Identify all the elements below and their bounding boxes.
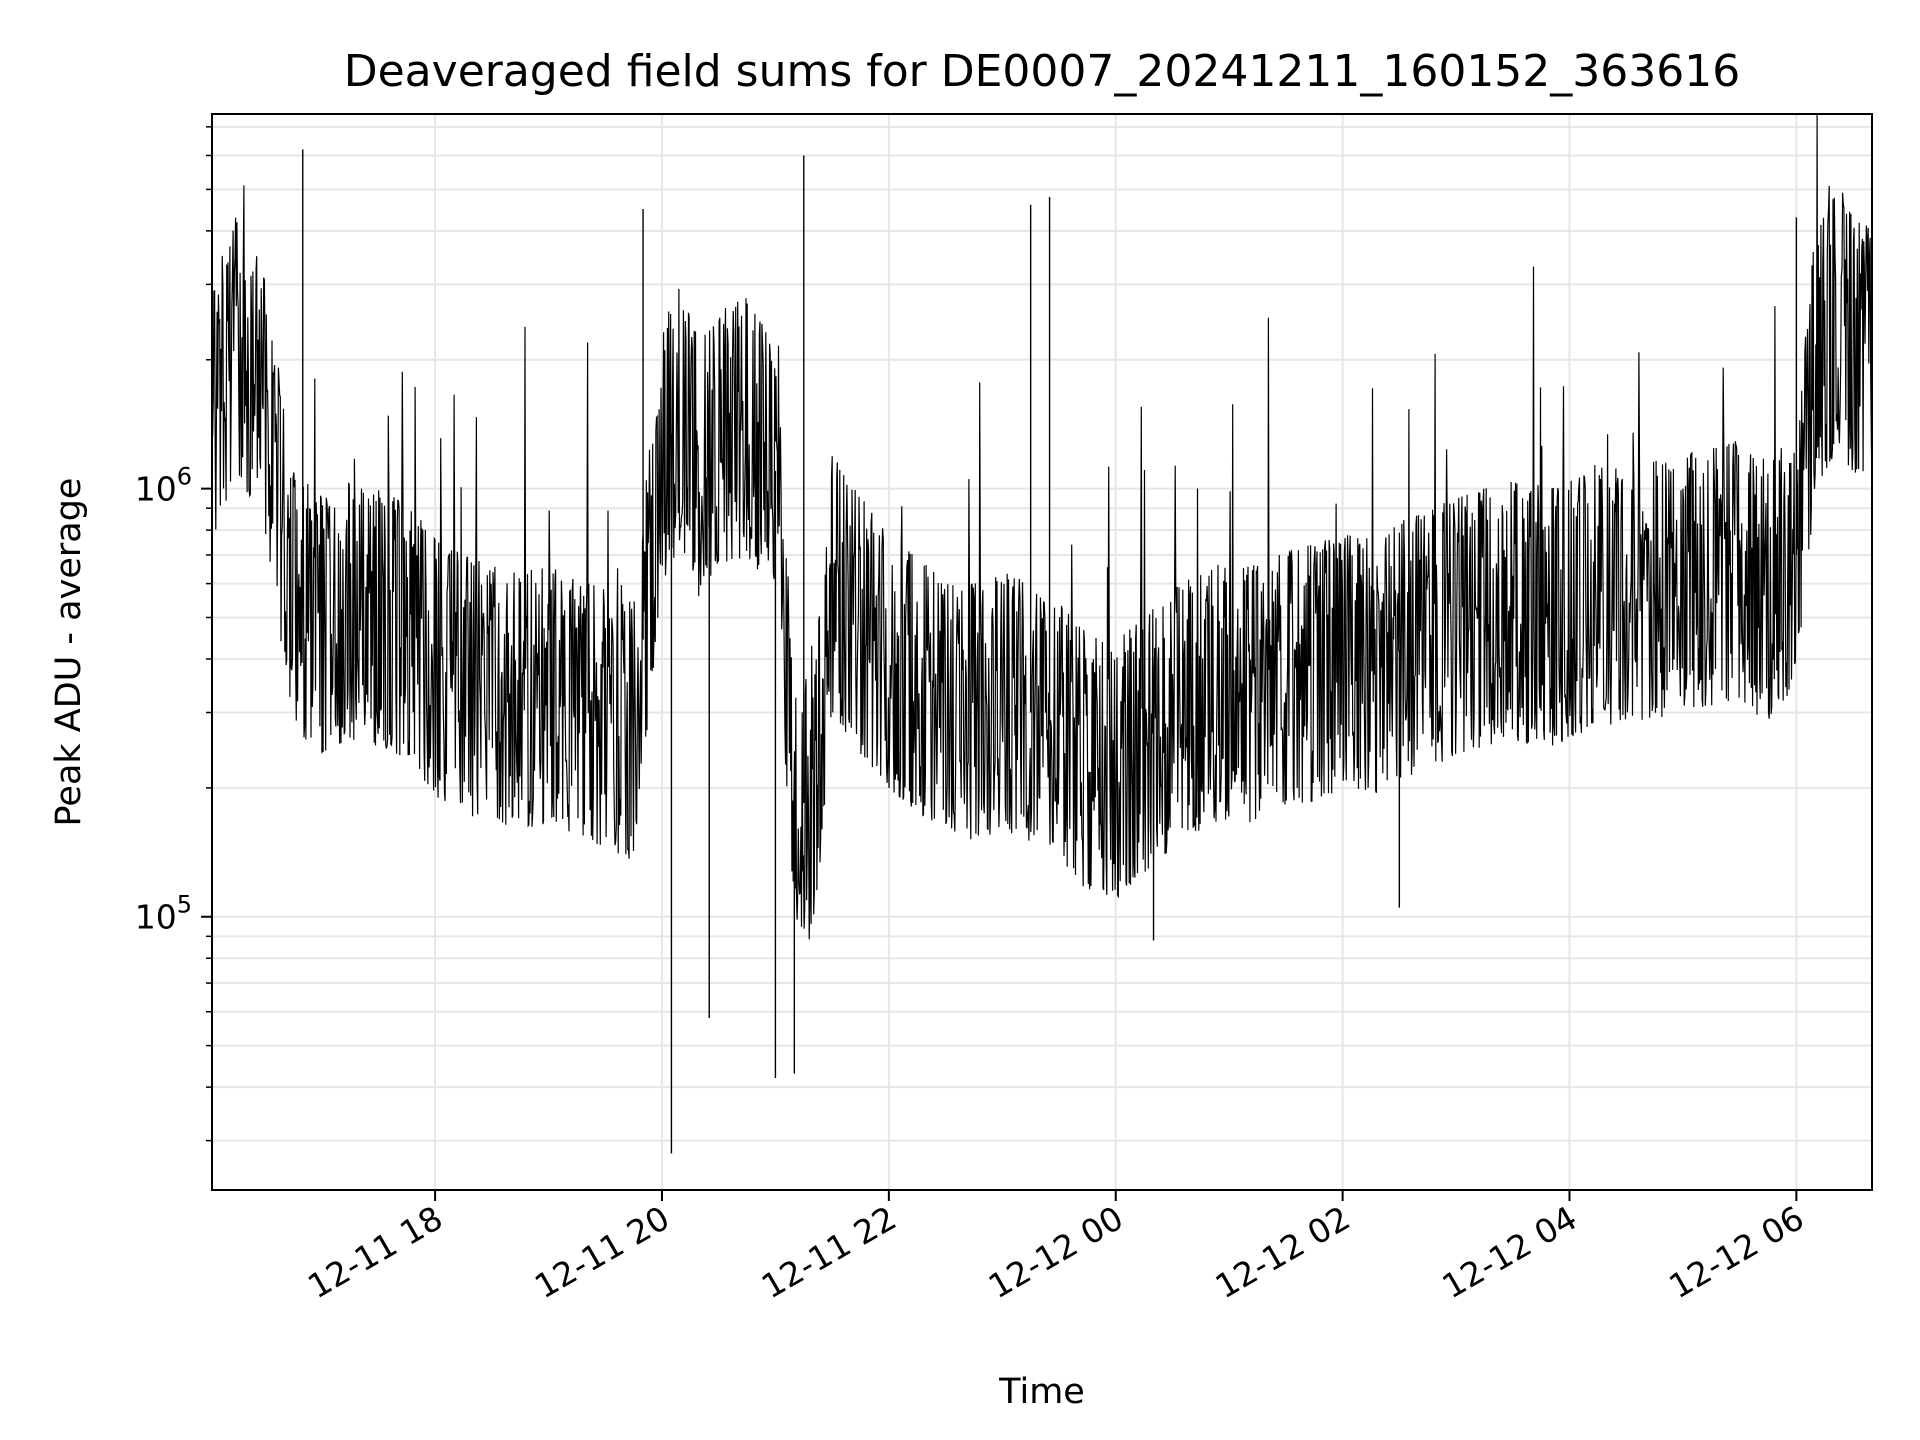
x-tick-label: 12-12 04 — [1435, 1198, 1583, 1306]
series-line — [211, 113, 1873, 940]
x-axis-label: Time — [998, 1372, 1085, 1412]
spikes — [302, 149, 1798, 1154]
y-tick-label: 105 — [135, 891, 192, 937]
y-ticks: 105 106 — [135, 126, 212, 1142]
y-tick-label: 106 — [135, 463, 192, 509]
x-tick-label: 12-12 02 — [1209, 1198, 1357, 1306]
y-axis-label: Peak ADU - average — [49, 478, 89, 827]
x-tick-label: 12-11 22 — [755, 1198, 903, 1306]
chart-title: Deaveraged field sums for DE0007_2024121… — [344, 46, 1741, 97]
x-tick-label: 12-11 20 — [528, 1198, 676, 1306]
x-ticks: 12-11 18 12-11 20 12-11 22 12-12 00 12-12 02… — [301, 1190, 1810, 1306]
x-tick-label: 12-12 00 — [982, 1198, 1130, 1306]
x-tick-label: 12-11 18 — [301, 1198, 449, 1306]
x-tick-label: 12-12 06 — [1662, 1198, 1810, 1306]
plot-frame — [211, 113, 1873, 1191]
